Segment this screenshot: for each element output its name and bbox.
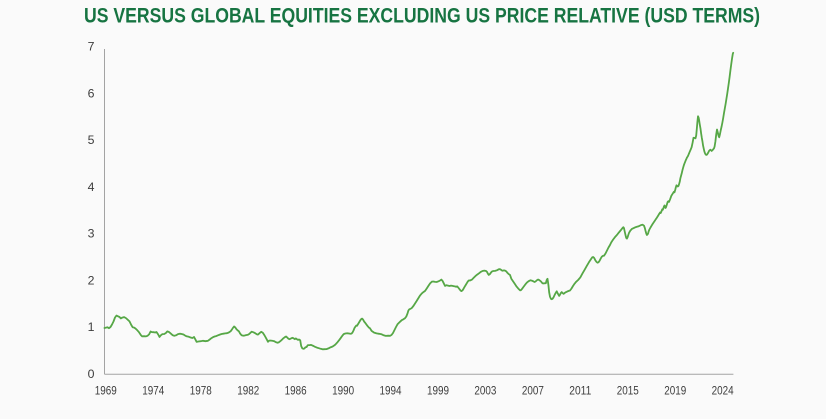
svg-text:0: 0: [88, 367, 95, 381]
svg-text:2015: 2015: [617, 384, 639, 398]
svg-text:2011: 2011: [569, 384, 591, 398]
svg-text:5: 5: [88, 133, 95, 147]
svg-text:1: 1: [88, 320, 95, 334]
svg-text:2003: 2003: [474, 384, 496, 398]
svg-text:1982: 1982: [237, 384, 259, 398]
svg-text:2007: 2007: [522, 384, 544, 398]
svg-text:1986: 1986: [285, 384, 307, 398]
svg-text:1999: 1999: [427, 384, 449, 398]
svg-text:7: 7: [88, 40, 95, 54]
svg-text:1969: 1969: [95, 384, 117, 398]
svg-text:4: 4: [88, 180, 95, 194]
svg-text:6: 6: [88, 86, 95, 100]
svg-text:US VERSUS GLOBAL EQUITIES EXCL: US VERSUS GLOBAL EQUITIES EXCLUDING US P…: [84, 5, 760, 28]
svg-text:2024: 2024: [712, 384, 734, 398]
svg-text:1990: 1990: [332, 384, 354, 398]
svg-text:2019: 2019: [664, 384, 686, 398]
svg-text:2: 2: [88, 273, 95, 287]
svg-text:1978: 1978: [190, 384, 212, 398]
svg-text:3: 3: [88, 227, 95, 241]
svg-text:1974: 1974: [142, 384, 164, 398]
svg-text:1994: 1994: [380, 384, 402, 398]
